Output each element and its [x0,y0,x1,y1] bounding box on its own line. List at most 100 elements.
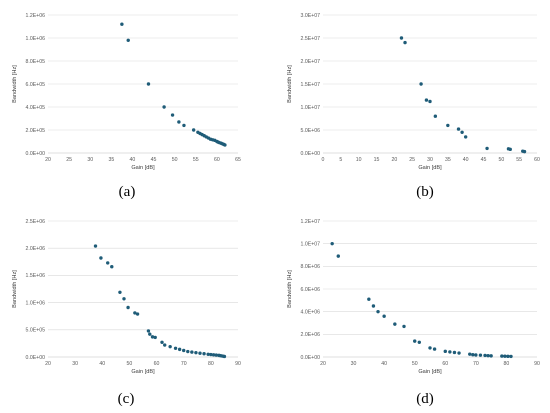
x-tick-label: 55 [516,157,522,163]
y-axis-label: Bandwidth [Hz] [12,65,18,103]
data-point [452,350,457,355]
data-point [503,354,507,358]
data-point [433,114,438,118]
y-axis-label: Bandwidth [Hz] [12,270,18,308]
y-tick-label: 8.0E+06 [301,264,321,270]
data-point [330,241,334,246]
data-point [211,353,216,357]
data-point [399,36,404,40]
data-point [468,352,472,356]
data-point [209,352,213,357]
chart-panel-d: 0.0E+00 2.0E+06 4.0E+06 6.0E+06 8.0E+06 1.0E+… [275,206,550,412]
data-point [148,332,152,336]
data-point [367,297,371,301]
data-point [186,349,190,354]
data-point [403,40,407,45]
data-point [463,135,468,139]
y-tick-label: 1.2E+06 [26,13,46,19]
data-point [522,149,527,154]
x-tick-label: 70 [181,361,187,367]
x-tick-label: 30 [351,361,357,367]
y-tick-label: 2.0E+05 [26,128,46,134]
x-tick-label: 20 [391,157,397,163]
data-point [417,340,421,344]
y-tick-label: 1.0E+06 [26,300,46,306]
data-point [118,290,122,294]
data-point [135,312,140,316]
x-tick-label: 70 [473,361,479,367]
y-tick-label: 0.0E+00 [301,151,321,157]
y-tick-label: 1.0E+06 [26,36,46,42]
x-tick-label: 50 [412,361,418,367]
data-point [486,353,490,358]
x-tick-label: 40 [381,361,387,367]
data-point [428,346,432,350]
y-tick-label: 2.5E+07 [301,36,321,42]
data-point [126,38,130,42]
data-point [432,347,437,351]
y-tick-label: 0.0E+00 [26,151,46,157]
data-point [489,354,493,358]
data-point [478,353,483,357]
data-point [177,120,181,124]
x-tick-label: 65 [235,157,241,163]
data-point [371,304,376,308]
data-point [168,344,172,349]
x-tick-label: 90 [235,361,241,367]
data-point [146,329,151,333]
y-tick-label: 5.0E+06 [301,128,321,134]
x-axis-label: Gain [dB] [418,165,442,171]
x-tick-label: 80 [504,361,510,367]
chart-svg-d: 0.0E+00 2.0E+06 4.0E+06 6.0E+06 8.0E+06 1.0E+… [287,219,540,375]
data-point [413,339,417,343]
data-point [222,354,227,359]
x-tick-label: 30 [72,361,78,367]
data-point [177,347,182,352]
data-point [202,352,206,356]
data-point [460,130,464,134]
x-tick-label: 50 [127,361,133,367]
x-tick-label: 60 [442,361,448,367]
data-point [206,352,210,356]
data-point [93,244,98,248]
x-tick-label: 30 [87,157,93,163]
chart-panel-a: 0.0E+00 2.0E+05 4.0E+05 6.0E+05 8.0E+05 1.0E+… [0,0,275,206]
x-axis-label: Gain [dB] [418,369,442,375]
y-tick-label: 6.0E+06 [301,287,321,293]
y-tick-label: 0.0E+00 [301,355,321,361]
x-axis-label: Gain [dB] [131,369,155,375]
data-point [483,353,487,358]
chart-svg-a: 0.0E+00 2.0E+05 4.0E+05 6.0E+05 8.0E+05 1.0E+… [12,13,241,171]
x-tick-label: 50 [498,157,504,163]
data-point [173,346,178,350]
y-tick-label: 3.0E+07 [301,13,321,19]
y-tick-label: 1.2E+07 [301,219,321,225]
x-tick-label: 40 [130,157,136,163]
data-point [182,348,186,353]
x-tick-label: 20 [45,157,51,163]
data-point [162,105,166,109]
y-tick-label: 6.0E+05 [26,82,46,88]
y-tick-label: 1.5E+06 [26,273,46,279]
data-point [133,311,137,315]
y-tick-label: 2.0E+07 [301,59,321,65]
x-tick-label: 25 [409,157,415,163]
data-point [474,353,478,357]
data-point [153,335,157,340]
data-point [393,322,397,326]
data-point [419,82,423,86]
panel-label-b: (b) [416,184,434,200]
x-tick-label: 30 [427,157,433,163]
data-point [443,349,447,354]
data-point [508,147,512,152]
data-point [485,146,489,151]
x-tick-label: 20 [320,361,326,367]
x-tick-label: 45 [151,157,157,163]
x-tick-label: 5 [339,157,342,163]
data-point [428,99,432,104]
data-point [457,351,461,355]
panel-label-d: (d) [416,391,434,407]
y-tick-label: 4.0E+06 [301,309,321,315]
data-point [376,309,380,314]
x-tick-label: 60 [154,361,160,367]
